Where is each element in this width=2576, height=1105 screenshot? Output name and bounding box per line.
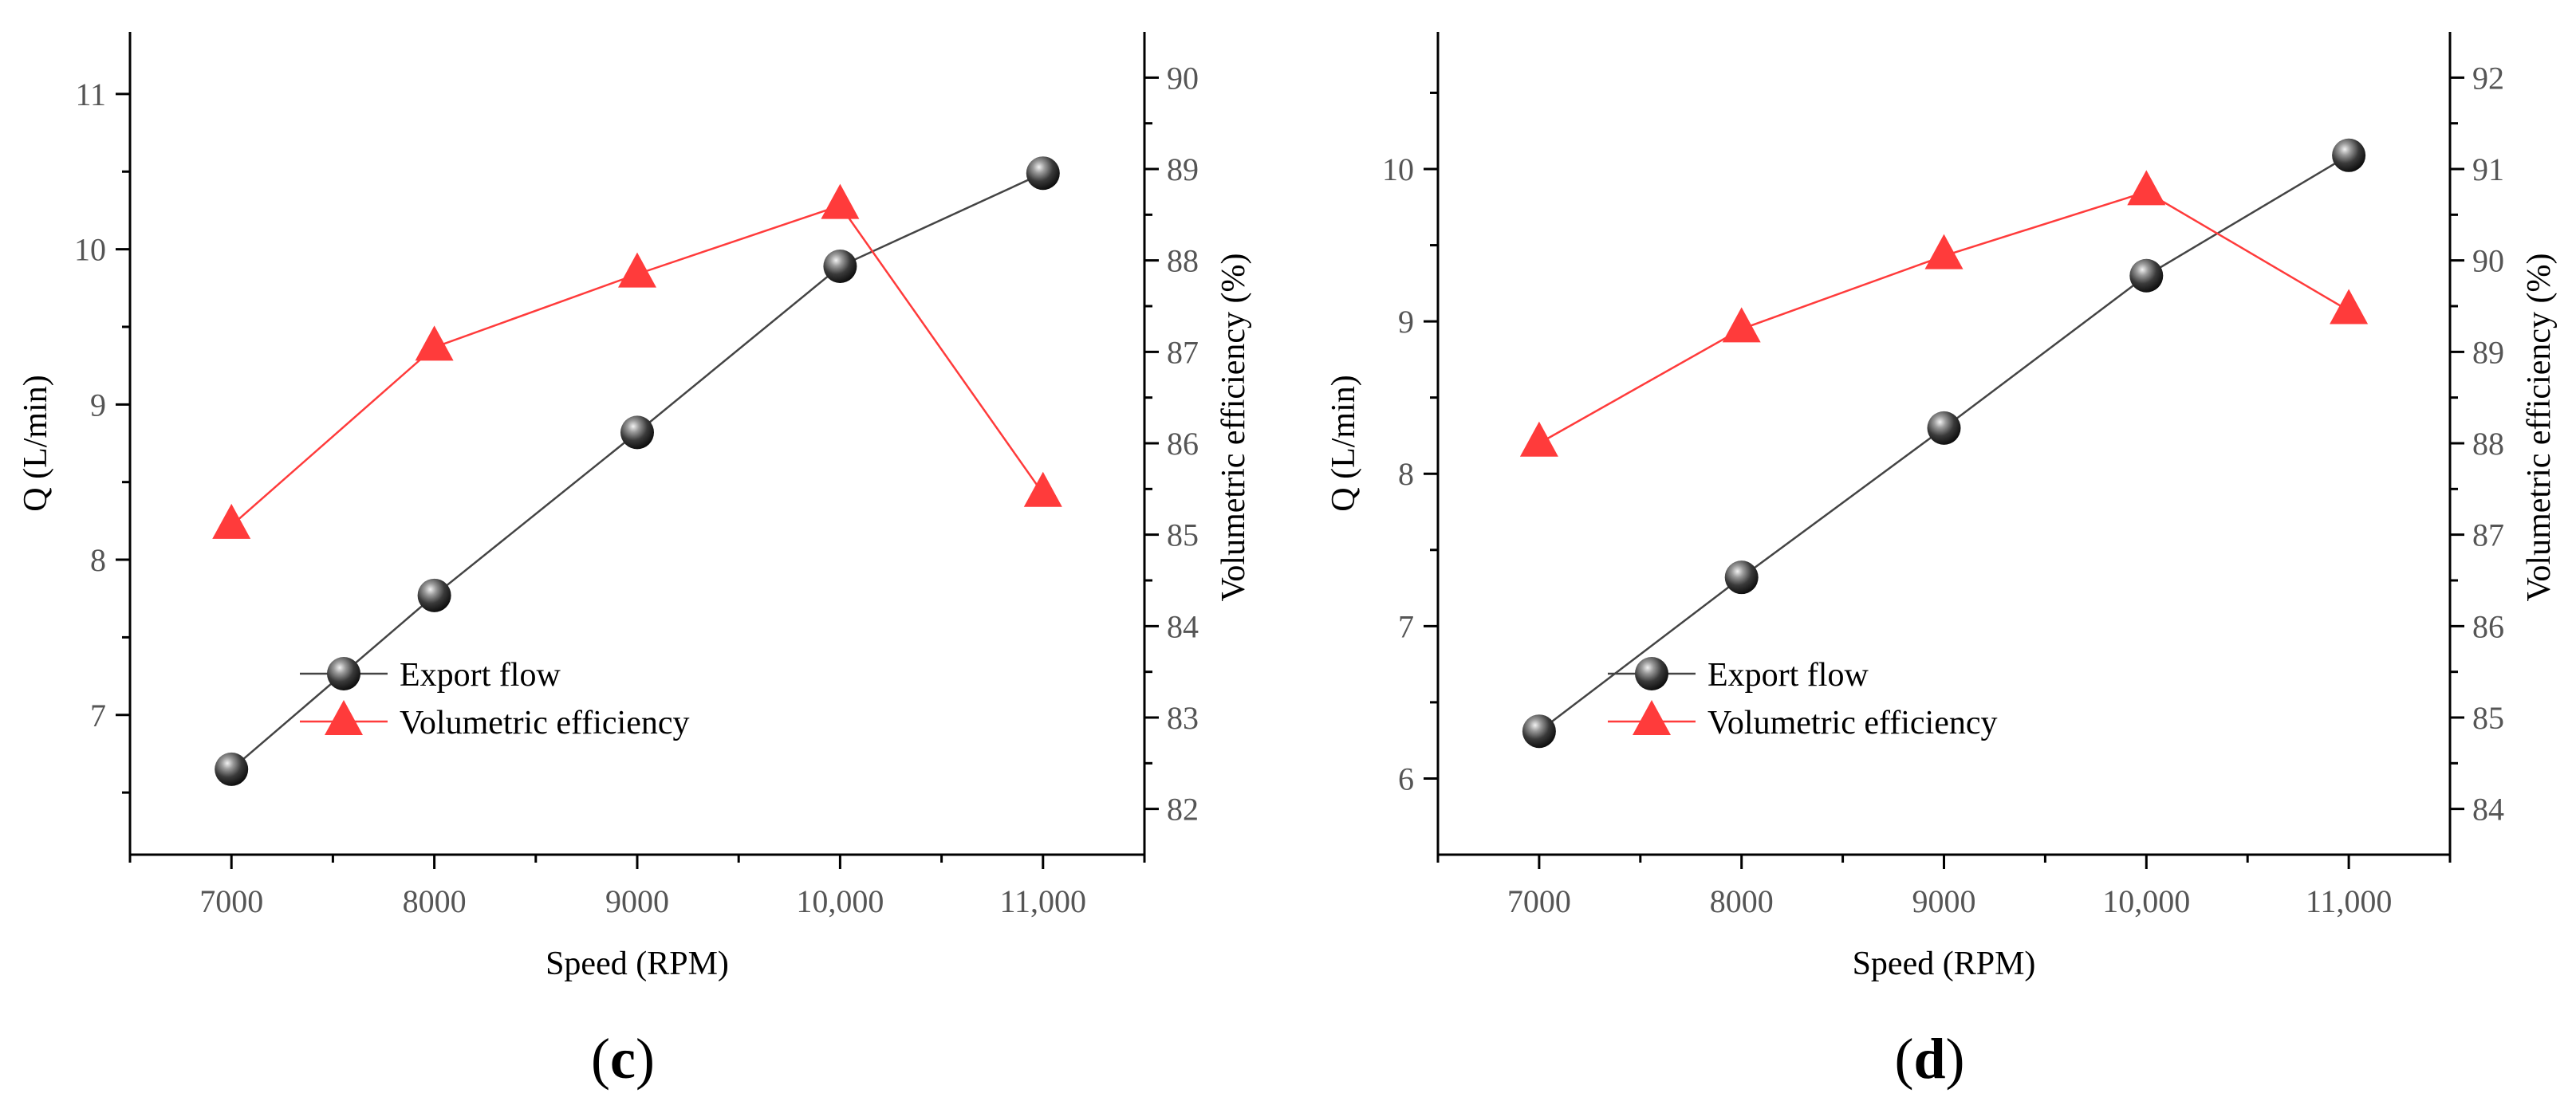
series-line-volumetric-efficiency	[1539, 192, 2349, 443]
export-flow-point	[823, 250, 857, 283]
y-tick-label: 11	[75, 77, 106, 112]
legend-label-volumetric-efficiency: Volumetric efficiency	[1707, 705, 1997, 741]
y2-tick-label: 87	[1167, 334, 1199, 370]
y-tick-label: 6	[1398, 761, 1414, 796]
volumetric-efficiency-point	[821, 184, 859, 219]
export-flow-point	[1725, 560, 1759, 594]
x-tick-label: 9000	[605, 883, 669, 919]
y2-tick-label: 86	[1167, 426, 1199, 462]
x-tick-label: 10,000	[2102, 883, 2190, 919]
x-tick-label: 8000	[403, 883, 467, 919]
export-flow-point	[2129, 259, 2163, 293]
panel-label: (d)	[1894, 1027, 1964, 1091]
legend-label-export-flow: Export flow	[400, 657, 561, 694]
x-tick-label: 7000	[199, 883, 263, 919]
y-tick-label: 10	[74, 232, 106, 268]
x-axis-title: Speed (RPM)	[546, 946, 729, 982]
y-tick-label: 8	[90, 542, 106, 578]
legend-marker-volumetric-efficiency	[325, 700, 363, 735]
y2-tick-label: 84	[2472, 792, 2504, 828]
legend-marker-volumetric-efficiency	[1633, 700, 1671, 735]
y2-tick-label: 85	[1167, 517, 1199, 553]
y2-tick-label: 87	[2472, 517, 2504, 553]
y2-tick-label: 85	[2472, 700, 2504, 736]
export-flow-point	[215, 753, 248, 786]
volumetric-efficiency-point	[1024, 472, 1062, 507]
y-tick-label: 9	[90, 387, 106, 423]
y-tick-label: 9	[1398, 304, 1414, 340]
y2-tick-label: 88	[2472, 426, 2504, 462]
y2-tick-label: 90	[2472, 243, 2504, 279]
volumetric-efficiency-point	[212, 504, 250, 539]
y2-tick-label: 83	[1167, 700, 1199, 736]
y2-tick-label: 86	[2472, 608, 2504, 644]
y2-axis-title: Volumetric efficiency (%)	[2521, 254, 2558, 602]
legend-marker-export-flow	[327, 657, 360, 690]
y-tick-label: 10	[1382, 151, 1414, 187]
y-tick-label: 7	[90, 698, 106, 733]
y2-axis-title: Volumetric efficiency (%)	[1215, 254, 1252, 602]
volumetric-efficiency-point	[1520, 422, 1558, 457]
y2-tick-label: 91	[2472, 151, 2504, 187]
x-tick-label: 10,000	[796, 883, 884, 919]
y-tick-label: 8	[1398, 456, 1414, 492]
legend-label-volumetric-efficiency: Volumetric efficiency	[400, 705, 689, 741]
x-tick-label: 11,000	[1000, 883, 1087, 919]
x-tick-label: 11,000	[2306, 883, 2393, 919]
export-flow-point	[418, 579, 451, 612]
y2-tick-label: 92	[2472, 60, 2504, 96]
panel-label: (c)	[591, 1027, 655, 1091]
y-tick-label: 7	[1398, 608, 1414, 644]
legend-marker-export-flow	[1635, 657, 1668, 690]
y2-tick-label: 88	[1167, 243, 1199, 279]
export-flow-point	[1522, 714, 1556, 748]
y-axis-title: Q (L/min)	[18, 375, 54, 511]
x-tick-label: 8000	[1710, 883, 1774, 919]
y2-tick-label: 82	[1167, 792, 1199, 828]
y-axis-title: Q (L/min)	[1325, 375, 1362, 511]
export-flow-point	[2332, 139, 2365, 172]
export-flow-point	[620, 415, 654, 449]
figure: 7000 8000 9000 10,000 11,0007891011828384858…	[0, 0, 2576, 1105]
legend: Export flow Volumetric efficiency	[300, 657, 689, 741]
x-tick-label: 7000	[1507, 883, 1571, 919]
volumetric-efficiency-point	[2330, 289, 2368, 324]
x-tick-label: 9000	[1912, 883, 1976, 919]
legend-label-export-flow: Export flow	[1707, 657, 1869, 694]
y2-tick-label: 89	[2472, 334, 2504, 370]
y2-tick-label: 90	[1167, 60, 1199, 96]
legend: Export flow Volumetric efficiency	[1608, 657, 1997, 741]
chart-panel-d: 7000 8000 9000 10,000 11,0006789108485868788…	[1325, 32, 2558, 1091]
y2-tick-label: 84	[1167, 608, 1199, 644]
chart-panel-c: 7000 8000 9000 10,000 11,0007891011828384858…	[18, 32, 1252, 1091]
y2-tick-label: 89	[1167, 151, 1199, 187]
x-axis-title: Speed (RPM)	[1853, 946, 2036, 982]
export-flow-point	[1928, 411, 1961, 445]
export-flow-point	[1026, 156, 1060, 190]
volumetric-efficiency-point	[2127, 170, 2165, 205]
